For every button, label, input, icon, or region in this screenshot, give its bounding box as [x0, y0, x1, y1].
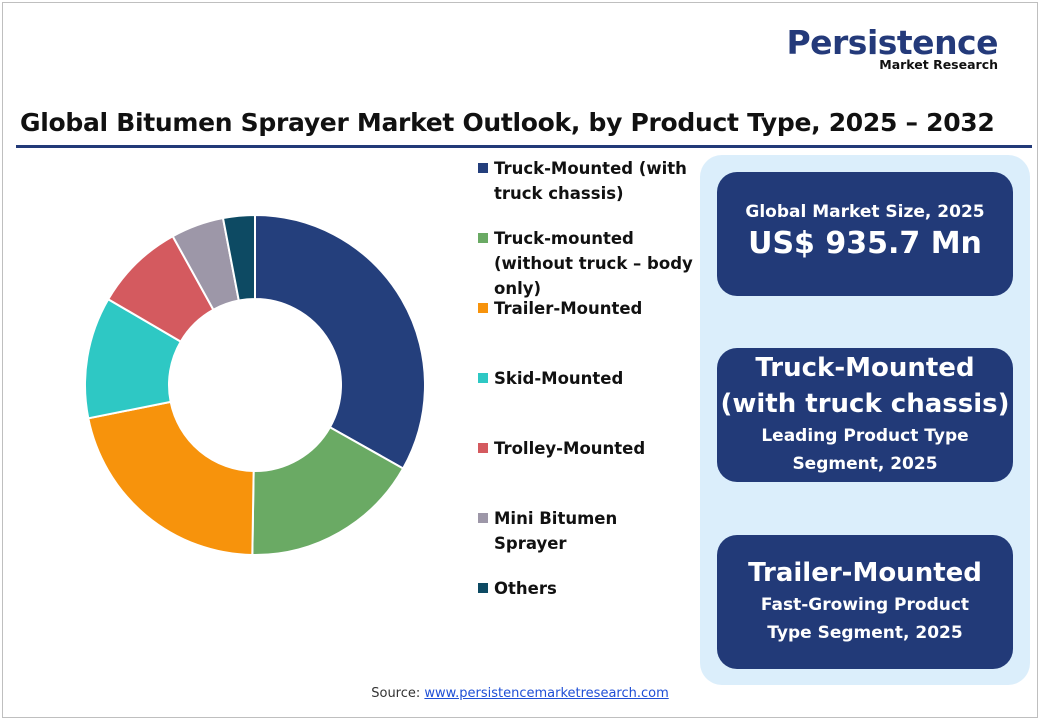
source-link[interactable]: www.persistencemarketresearch.com: [424, 686, 669, 701]
leading-segment-name-2: (with truck chassis): [720, 389, 1010, 419]
legend-item-2: Truck-mounted (without truck – body only…: [478, 226, 694, 301]
legend-swatch: [478, 163, 488, 173]
legend-label: Truck-mounted (without truck – body only…: [494, 229, 693, 298]
legend-label: Truck-Mounted (with truck chassis): [494, 159, 687, 203]
donut-slice-1: [254, 213, 426, 470]
chart-title: Global Bitumen Sprayer Market Outlook, b…: [20, 108, 995, 137]
donut-slice-7: [221, 213, 256, 302]
legend-label: Mini Bitumen Sprayer: [494, 509, 618, 553]
source-line: Source: www.persistencemarketresearch.co…: [0, 686, 1040, 701]
title-divider: [16, 145, 1032, 148]
legend-item-4: Skid-Mounted: [478, 366, 694, 391]
leading-segment-card: Truck-Mounted (with truck chassis) Leadi…: [717, 348, 1013, 482]
legend-label: Others: [494, 579, 557, 598]
market-size-card: Global Market Size, 2025 US$ 935.7 Mn: [717, 172, 1013, 296]
logo-subtitle: Market Research: [879, 57, 998, 72]
market-size-value: US$ 935.7 Mn: [748, 226, 982, 261]
leading-segment-desc-1: Leading Product Type: [761, 426, 969, 446]
market-size-label: Global Market Size, 2025: [745, 202, 985, 222]
legend-item-3: Trailer-Mounted: [478, 296, 694, 321]
legend-item-5: Trolley-Mounted: [478, 436, 694, 461]
growing-segment-desc-1: Fast-Growing Product: [760, 595, 970, 615]
legend-label: Trolley-Mounted: [494, 439, 646, 458]
legend-swatch: [478, 233, 488, 243]
legend-item-7: Others: [478, 576, 694, 601]
legend-swatch: [478, 303, 488, 313]
legend-swatch: [478, 373, 488, 383]
growing-segment-name: Trailer-Mounted: [748, 558, 982, 588]
donut-chart: [84, 213, 426, 556]
donut-slice-3: [87, 400, 255, 556]
brand-logo: Persistence Market Research: [786, 26, 998, 72]
logo-name: Persistence: [786, 23, 998, 62]
leading-segment-desc-2: Segment, 2025: [792, 454, 938, 474]
growing-segment-desc-2: Type Segment, 2025: [767, 623, 963, 643]
leading-segment-name-1: Truck-Mounted: [755, 353, 975, 383]
growing-segment-card: Trailer-Mounted Fast-Growing Product Typ…: [717, 535, 1013, 669]
legend-swatch: [478, 443, 488, 453]
legend-item-6: Mini Bitumen Sprayer: [478, 506, 694, 556]
legend-label: Trailer-Mounted: [494, 299, 643, 318]
donut-slice-2: [251, 425, 405, 556]
legend-swatch: [478, 513, 488, 523]
legend-swatch: [478, 583, 488, 593]
source-label: Source:: [371, 686, 421, 701]
legend-item-1: Truck-Mounted (with truck chassis): [478, 156, 694, 206]
legend-label: Skid-Mounted: [494, 369, 624, 388]
